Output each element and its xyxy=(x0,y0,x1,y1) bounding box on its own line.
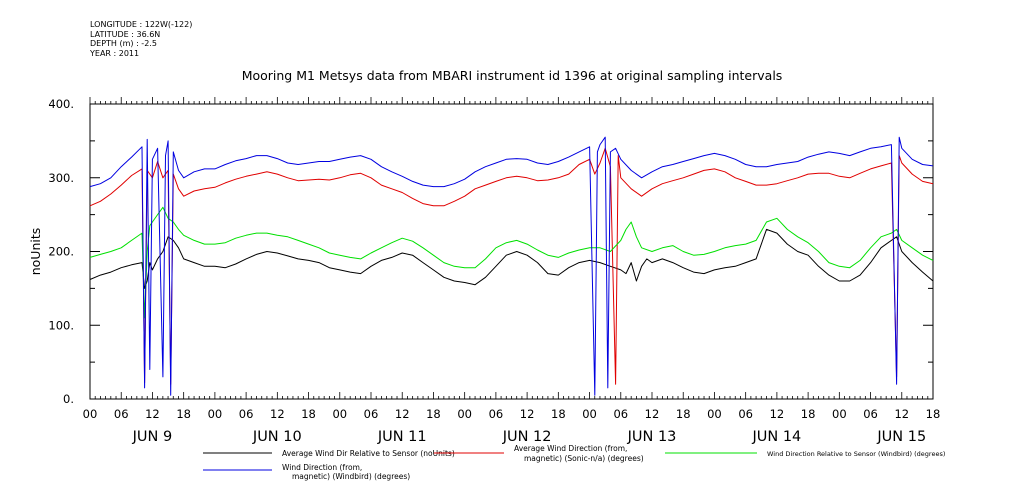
x-day-label: JUN 11 xyxy=(377,429,427,445)
legend-label-4: magnetic) (Windbird) (degrees) xyxy=(292,472,410,481)
x-day-label: JUN 10 xyxy=(252,429,302,445)
x-day-label: JUN 14 xyxy=(751,429,801,445)
y-tick-label: 300. xyxy=(48,171,74,185)
x-hour-label: 06 xyxy=(863,407,878,421)
x-hour-label: 12 xyxy=(894,407,909,421)
x-day-label: JUN 9 xyxy=(132,429,173,445)
series-layer xyxy=(89,136,934,396)
y-tick-label: 400. xyxy=(48,97,74,111)
x-day-label: JUN 12 xyxy=(502,429,552,445)
x-hour-label: 00 xyxy=(457,407,472,421)
x-hour-label: 06 xyxy=(489,407,504,421)
x-hour-label: 12 xyxy=(395,407,410,421)
series-line-4 xyxy=(89,136,934,396)
x-hour-label: 12 xyxy=(145,407,160,421)
x-hour-label: 06 xyxy=(738,407,753,421)
x-hour-label: 00 xyxy=(83,407,98,421)
x-day-label: JUN 15 xyxy=(876,429,926,445)
chart-title: Mooring M1 Metsys data from MBARI instru… xyxy=(242,68,783,83)
y-tick-label: 200. xyxy=(48,245,74,259)
metadata-block: LONGITUDE : 122W(-122) LATITUDE : 36.6N … xyxy=(90,20,192,58)
x-hour-label: 18 xyxy=(426,407,441,421)
y-tick-label: 0. xyxy=(63,392,74,406)
x-day-label: JUN 13 xyxy=(627,429,677,445)
x-hour-label: 18 xyxy=(801,407,816,421)
x-hour-label: 18 xyxy=(926,407,941,421)
y-axis-label: noUnits xyxy=(28,228,43,276)
legend-label-4: Wind Direction (from, xyxy=(282,463,362,472)
series-line-1 xyxy=(89,228,934,289)
axes: 0. 100. 200. 300. 400. 00 06 12 18 00 06 12 18 00 06 12… xyxy=(48,97,940,445)
x-hour-label: 00 xyxy=(208,407,223,421)
x-hour-label: 18 xyxy=(551,407,566,421)
series-line-3 xyxy=(89,206,934,319)
legend-label-2: Average Wind Direction (from, xyxy=(514,444,627,453)
x-hour-label: 18 xyxy=(176,407,191,421)
year-text: YEAR : 2011 xyxy=(90,48,140,58)
series-line-2 xyxy=(89,147,934,385)
latitude-text: LATITUDE : 36.6N xyxy=(90,29,161,39)
x-hour-label: 00 xyxy=(332,407,347,421)
x-hour-label: 00 xyxy=(707,407,722,421)
x-hour-label: 06 xyxy=(114,407,129,421)
legend-label-2: magnetic) (Sonic-n/a) (degrees) xyxy=(524,454,644,463)
x-hour-label: 06 xyxy=(613,407,628,421)
legend-label-3: Wind Direction Relative to Sensor (Windb… xyxy=(767,450,945,458)
x-hour-label: 18 xyxy=(301,407,316,421)
x-hour-label: 06 xyxy=(239,407,254,421)
x-hour-label: 12 xyxy=(645,407,660,421)
legend-label-1: Average Wind Dir Relative to Sensor (noU… xyxy=(282,449,455,458)
plot-frame xyxy=(89,103,934,400)
longitude-text: LONGITUDE : 122W(-122) xyxy=(90,20,193,29)
depth-text: DEPTH (m) : -2.5 xyxy=(90,39,157,48)
legend: Average Wind Dir Relative to Sensor (noU… xyxy=(203,444,945,481)
y-tick-label: 100. xyxy=(48,318,74,332)
x-hour-label: 12 xyxy=(520,407,535,421)
x-hour-label: 00 xyxy=(582,407,597,421)
x-hour-label: 12 xyxy=(770,407,785,421)
x-hour-label: 06 xyxy=(364,407,379,421)
x-hour-label: 00 xyxy=(832,407,847,421)
x-hour-label: 12 xyxy=(270,407,285,421)
x-hour-label: 18 xyxy=(676,407,691,421)
